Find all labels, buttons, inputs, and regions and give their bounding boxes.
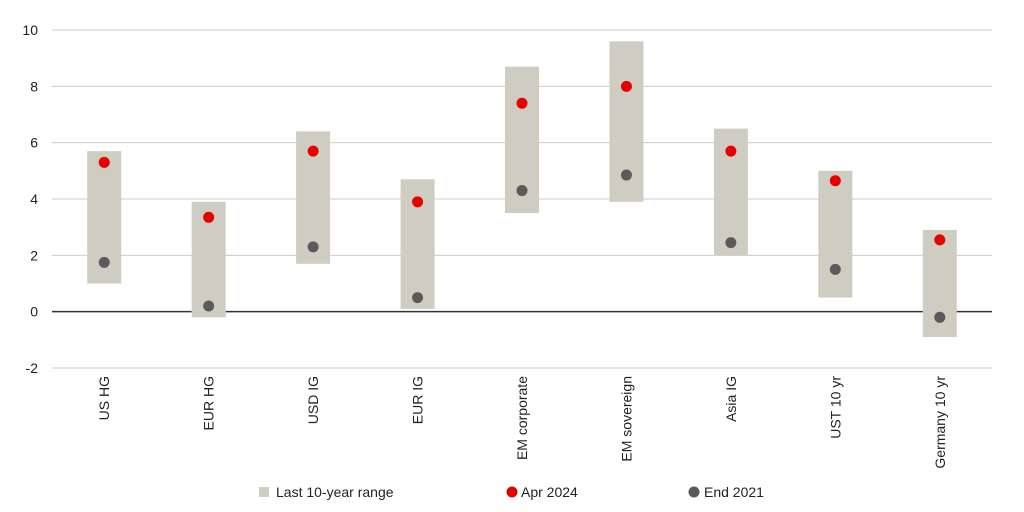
apr-2024-point xyxy=(516,97,528,109)
legend-end-2021-label: End 2021 xyxy=(704,484,764,500)
apr-2024-point xyxy=(203,211,215,223)
category-label: Asia IG xyxy=(723,376,739,422)
end-2021-point xyxy=(934,311,946,323)
end-2021-point xyxy=(620,169,632,181)
apr-2024-point xyxy=(98,156,110,168)
end-2021-point xyxy=(829,263,841,275)
apr-2024-point xyxy=(829,175,841,187)
y-axis-tick-labels: -2 0 2 4 6 8 10 xyxy=(22,22,38,376)
end-2021-point xyxy=(98,256,110,268)
apr-2024-point xyxy=(934,234,946,246)
end-2021-point xyxy=(516,185,528,197)
end-2021-point xyxy=(412,292,424,304)
y-tick-label: 6 xyxy=(30,135,38,151)
category-label: EUR HG xyxy=(201,376,217,430)
category-label: EM corporate xyxy=(514,376,530,460)
category-label: Germany 10 yr xyxy=(932,376,948,469)
category-label: EUR IG xyxy=(410,376,426,424)
category-label: US HG xyxy=(96,376,112,420)
category-label: USD IG xyxy=(305,376,321,424)
x-axis-category-labels: US HG EUR HG USD IG EUR IG EM corporate EM so… xyxy=(96,376,948,469)
data-points xyxy=(98,80,946,323)
y-tick-label: 0 xyxy=(30,304,38,320)
y-tick-label: -2 xyxy=(26,360,39,376)
legend-apr-2024-label: Apr 2024 xyxy=(521,484,578,500)
legend-range-swatch xyxy=(259,487,269,497)
end-2021-point xyxy=(203,300,215,312)
apr-2024-point xyxy=(412,196,424,208)
y-tick-label: 10 xyxy=(22,22,38,38)
category-label: EM sovereign xyxy=(618,376,634,462)
legend-apr-2024-marker xyxy=(506,486,518,498)
legend-range-label: Last 10-year range xyxy=(276,484,394,500)
end-2021-point xyxy=(307,241,319,253)
range-bar xyxy=(818,170,853,298)
y-tick-label: 2 xyxy=(30,247,38,263)
y-tick-label: 4 xyxy=(30,191,38,207)
end-2021-point xyxy=(725,237,737,249)
apr-2024-point xyxy=(307,145,319,157)
category-label: UST 10 yr xyxy=(827,376,843,439)
legend-end-2021-marker xyxy=(688,486,700,498)
legend: Last 10-year range Apr 2024 End 2021 xyxy=(259,484,764,500)
apr-2024-point xyxy=(620,80,632,92)
apr-2024-point xyxy=(725,145,737,157)
y-tick-label: 8 xyxy=(30,78,38,94)
